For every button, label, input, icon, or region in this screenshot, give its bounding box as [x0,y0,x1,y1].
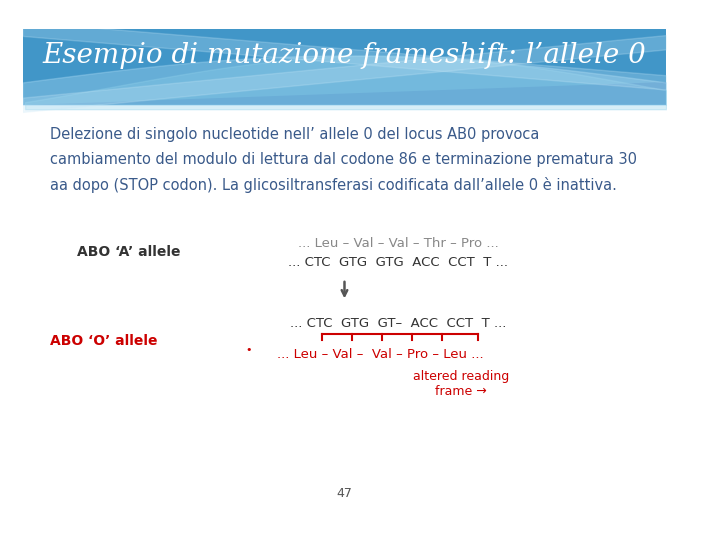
Text: cambiamento del modulo di lettura dal codone 86 e terminazione prematura 30: cambiamento del modulo di lettura dal co… [50,152,636,167]
Text: ... Leu – Val –  Val – Pro – Leu ...: ... Leu – Val – Val – Pro – Leu ... [277,348,484,361]
Text: •: • [246,346,252,355]
Text: ... CTC  GTG  GTG  ACC  CCT  T ...: ... CTC GTG GTG ACC CCT T ... [288,256,508,269]
Text: Delezione di singolo nucleotide nell’ allele 0 del locus AB0 provoca: Delezione di singolo nucleotide nell’ al… [50,127,539,142]
Text: ABO ‘A’ allele: ABO ‘A’ allele [76,245,180,259]
Text: ABO ‘O’ allele: ABO ‘O’ allele [50,334,157,348]
Polygon shape [23,29,666,105]
Text: aa dopo (STOP codon). La glicosiltransferasi codificata dall’allele 0 è inattiva: aa dopo (STOP codon). La glicosiltransfe… [50,177,616,193]
Text: Esempio di mutazione frameshift: l’allele 0: Esempio di mutazione frameshift: l’allel… [42,42,647,69]
Text: altered reading
frame →: altered reading frame → [413,370,509,399]
Bar [23,29,666,105]
Text: 47: 47 [336,487,352,500]
Text: ... CTC  GTG  GT–  ACC  CCT  T ...: ... CTC GTG GT– ACC CCT T ... [290,317,506,330]
Text: ... Leu – Val – Val – Thr – Pro ...: ... Leu – Val – Val – Thr – Pro ... [297,237,498,249]
